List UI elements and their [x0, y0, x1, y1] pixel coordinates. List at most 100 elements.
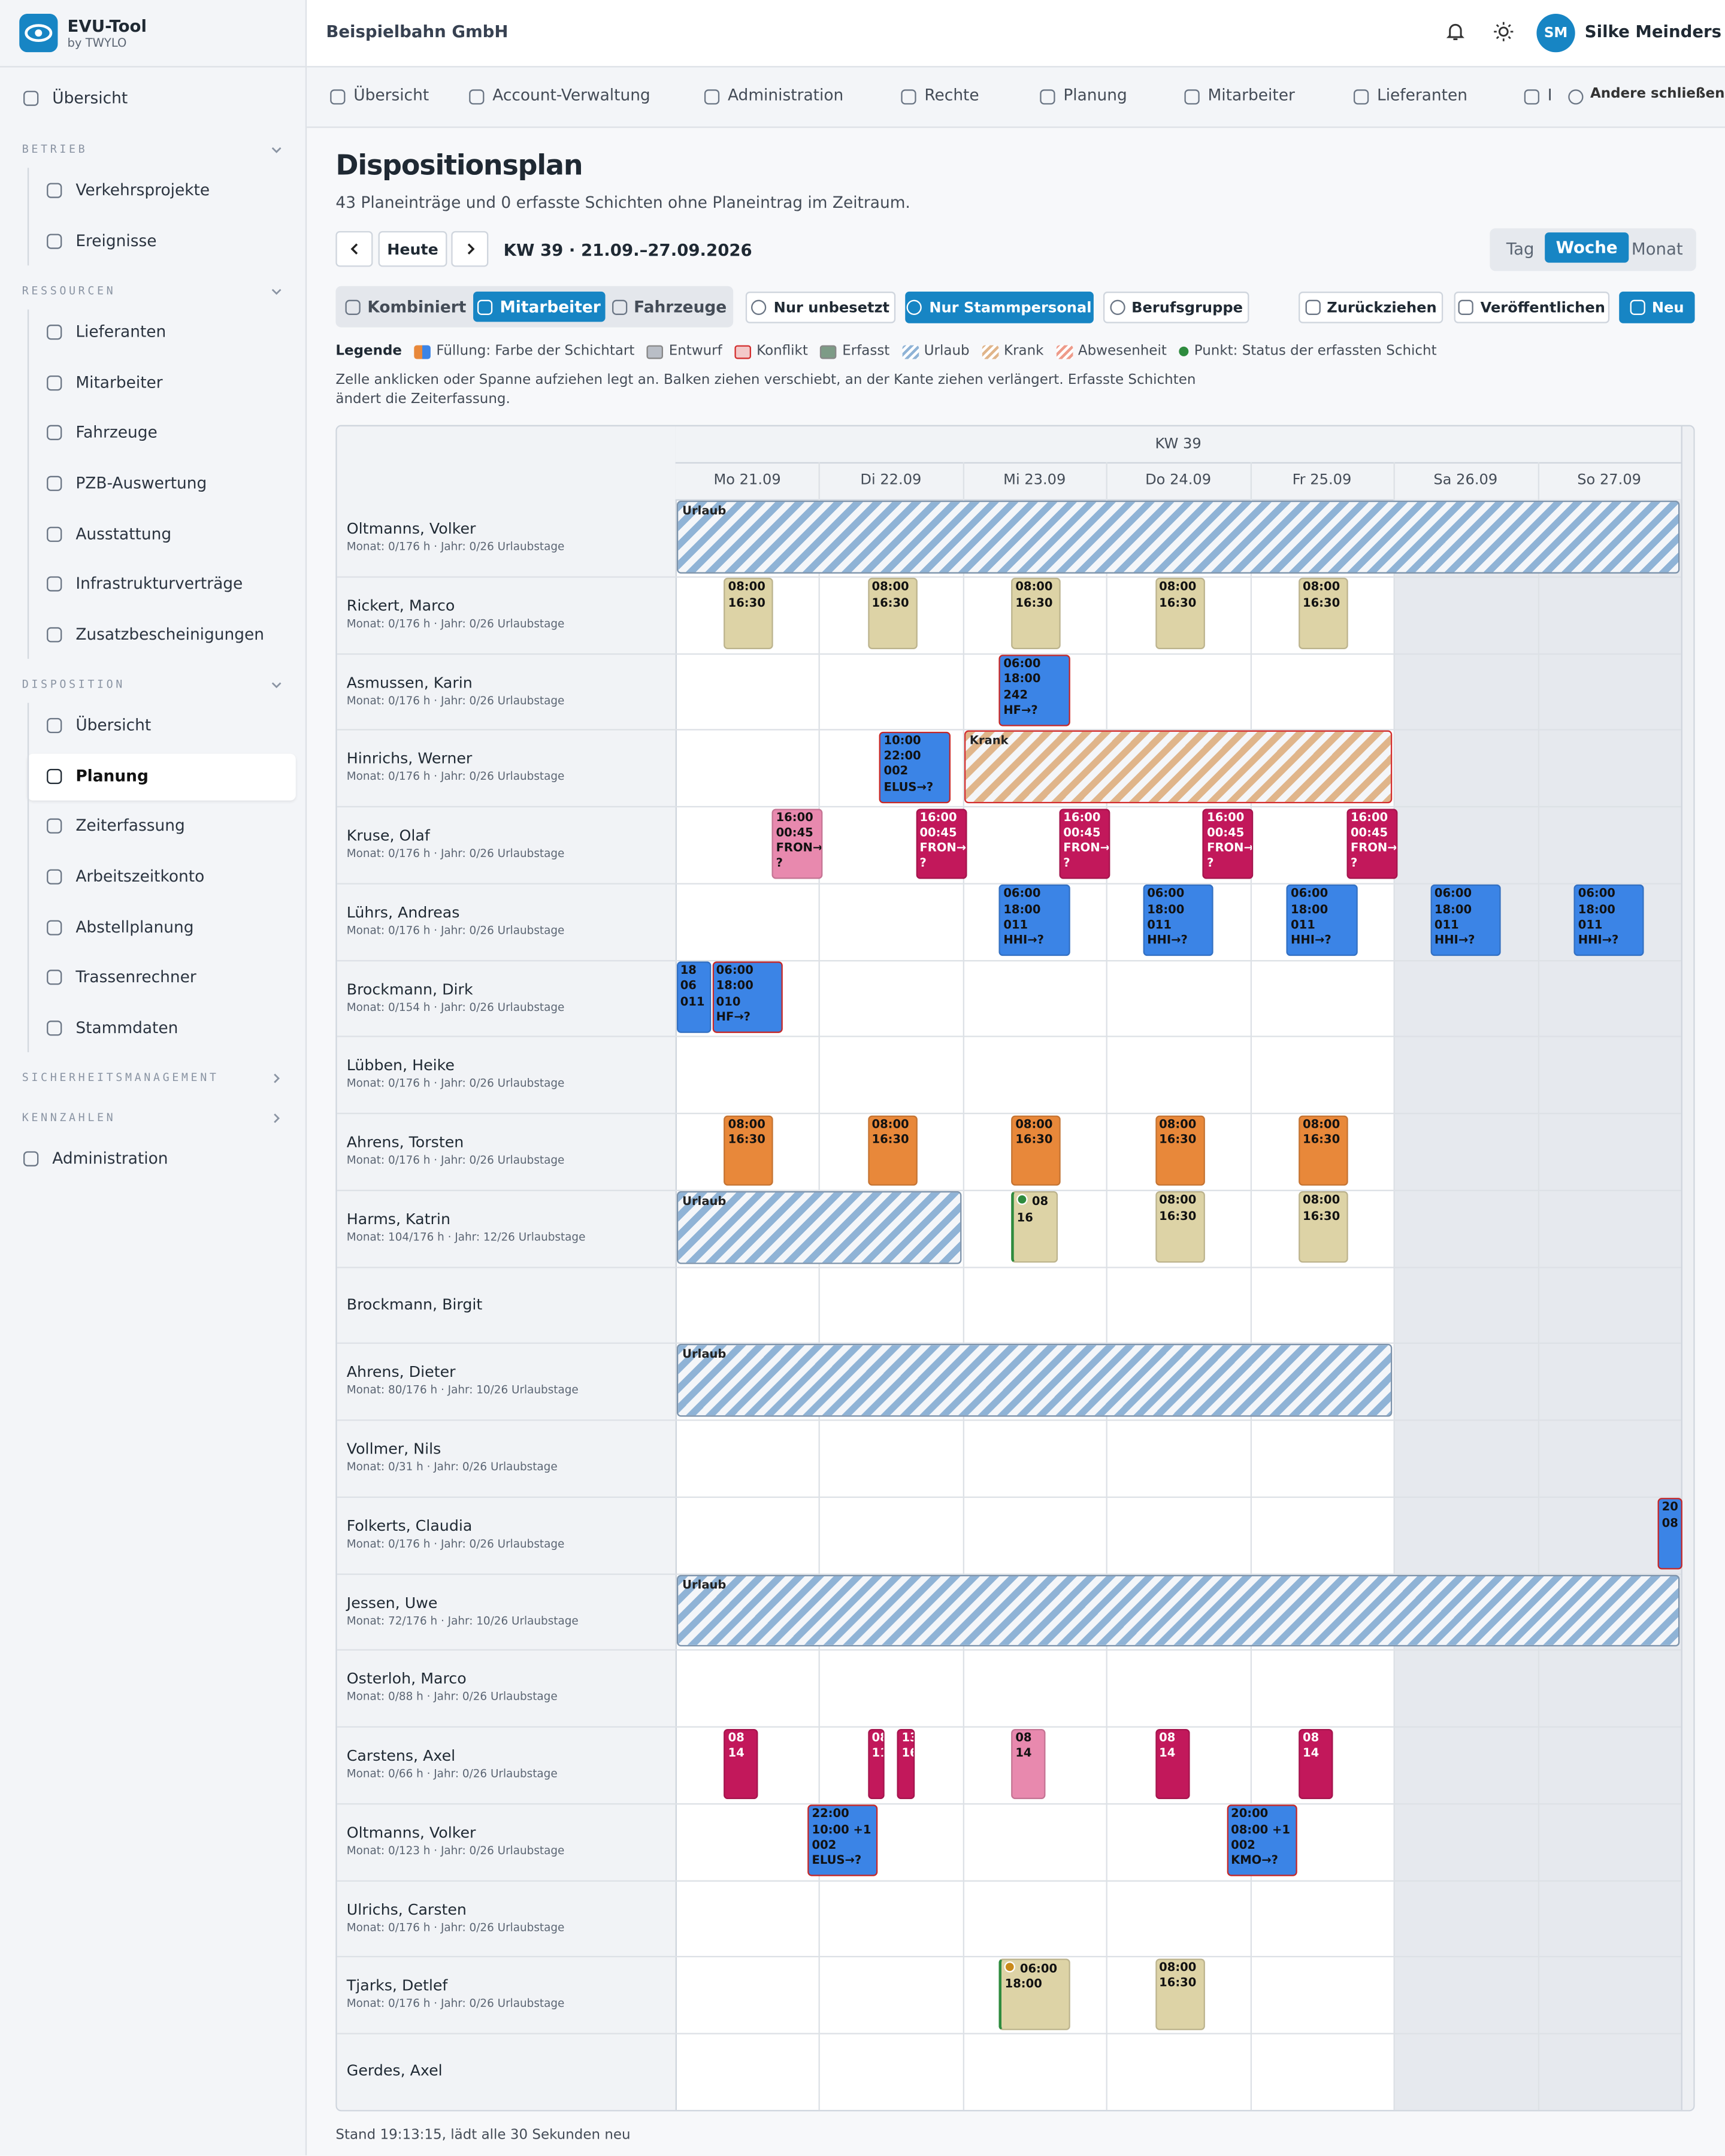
tab[interactable]: Lieferanten: [1376, 85, 1468, 105]
shift-block[interactable]: 06:00 18:00 010 HF→?: [712, 961, 783, 1033]
shift-block[interactable]: 0811: [867, 1728, 885, 1800]
shift-block[interactable]: 20 08: [1657, 1498, 1683, 1570]
employee-name[interactable]: Brockmann, Dirk: [346, 980, 473, 998]
next-button[interactable]: [451, 231, 489, 267]
action-label[interactable]: Veröffentlichen: [1480, 299, 1605, 316]
mode-label[interactable]: Fahrzeuge: [634, 297, 727, 317]
shift-block[interactable]: 16:00 00:45 FRON→?: [771, 808, 823, 880]
shift-block[interactable]: 08:00 16:30: [1155, 1958, 1205, 2030]
shift-block[interactable]: 08:00 16:30: [1299, 1191, 1348, 1263]
employee-name[interactable]: Folkerts, Claudia: [346, 1516, 473, 1535]
absence-span[interactable]: Urlaub: [676, 1344, 1393, 1417]
nav-item[interactable]: Ereignisse: [75, 230, 157, 250]
filter-button[interactable]: Nur unbesetzt: [745, 291, 896, 323]
employee-name[interactable]: Oltmanns, Volker: [346, 1824, 476, 1842]
filter-button[interactable]: Nur Stammpersonal: [905, 291, 1094, 323]
employee-name[interactable]: Lübben, Heike: [346, 1056, 455, 1075]
shift-block[interactable]: 08:00 16:30: [1155, 1191, 1205, 1263]
shift-block[interactable]: 16:00 00:45 FRON→?: [915, 808, 967, 880]
tab[interactable]: Mitarbeiter: [1208, 85, 1295, 105]
shift-block[interactable]: 08:00 16:30: [724, 1115, 774, 1186]
shift-block[interactable]: 08:00 16:30: [1299, 1115, 1348, 1186]
shift-block[interactable]: 06:00 18:00 011 HHI→?: [999, 885, 1070, 956]
shift-block[interactable]: 08 14: [1299, 1728, 1333, 1800]
shift-block[interactable]: 06:00 18:00: [999, 1958, 1070, 2030]
absence-span[interactable]: Krank: [964, 731, 1393, 804]
section-title[interactable]: KENNZAHLEN: [22, 1112, 116, 1125]
filter-label[interactable]: Nur unbesetzt: [773, 299, 890, 316]
section-title[interactable]: DISPOSITION: [22, 678, 125, 691]
absence-span[interactable]: Urlaub: [676, 1191, 962, 1264]
nav-item[interactable]: Mitarbeiter: [75, 372, 163, 392]
tab[interactable]: Übersicht: [353, 85, 429, 105]
action-button[interactable]: Neu: [1619, 291, 1695, 323]
nav-item[interactable]: Arbeitszeitkonto: [75, 866, 205, 886]
close-others[interactable]: Andere schließen: [1590, 86, 1725, 102]
shift-block[interactable]: 10:00 22:00 002 ELUS→?: [879, 731, 951, 803]
employee-name[interactable]: Asmussen, Karin: [346, 673, 473, 692]
theme-icon[interactable]: [1493, 20, 1515, 43]
nav-item[interactable]: Planung: [75, 765, 149, 785]
nav-item[interactable]: Abstellplanung: [75, 916, 194, 937]
nav-item[interactable]: Übersicht: [75, 715, 152, 735]
nav-item[interactable]: Lieferanten: [75, 322, 167, 341]
employee-name[interactable]: Vollmer, Nils: [346, 1440, 441, 1458]
tab[interactable]: Planung: [1063, 85, 1127, 105]
nav-item[interactable]: Trassenrechner: [75, 967, 196, 987]
nav-item[interactable]: Zusatzbescheinigungen: [75, 623, 265, 644]
user-name[interactable]: Silke Meinders: [1584, 22, 1722, 41]
nav-item[interactable]: Stammdaten: [75, 1018, 178, 1037]
tab[interactable]: I: [1547, 85, 1552, 105]
chevron[interactable]: [271, 1073, 282, 1084]
section-title[interactable]: BETRIEB: [22, 143, 88, 156]
shift-block[interactable]: 16:00 00:45 FRON→?: [1346, 808, 1398, 880]
nav-item[interactable]: Administration: [52, 1149, 168, 1168]
nav-item[interactable]: Ausstattung: [75, 523, 172, 543]
nav-item[interactable]: Fahrzeuge: [75, 422, 158, 442]
shift-block[interactable]: 08:00 16:30: [867, 1115, 918, 1186]
employee-name[interactable]: Gerdes, Axel: [346, 2062, 443, 2081]
employee-name[interactable]: Carstens, Axel: [346, 1747, 456, 1766]
filter-button[interactable]: Berufsgruppe: [1103, 291, 1249, 323]
shift-block[interactable]: 08 14: [724, 1728, 759, 1800]
mode-option[interactable]: Fahrzeuge: [611, 292, 728, 322]
shift-block[interactable]: 08:00 16:30: [724, 578, 774, 650]
action-button[interactable]: Zurückziehen: [1299, 291, 1443, 323]
employee-name[interactable]: Rickert, Marco: [346, 596, 455, 615]
shift-block[interactable]: 08:00 16:30: [1155, 1115, 1205, 1186]
employee-name[interactable]: Hinrichs, Werner: [346, 750, 473, 768]
nav-item[interactable]: Übersicht: [52, 87, 128, 108]
section-title[interactable]: SICHERHEITSMANAGEMENT: [22, 1071, 219, 1085]
shift-block[interactable]: 22:00 10:00 +1 002 ELUS→?: [807, 1805, 879, 1877]
shift-block[interactable]: 08:00 16:30: [1011, 578, 1061, 650]
employee-name[interactable]: Brockmann, Birgit: [346, 1295, 483, 1313]
section-title[interactable]: RESSOURCEN: [22, 284, 116, 298]
shift-block[interactable]: 16:00 00:45 FRON→?: [1203, 808, 1254, 880]
action-label[interactable]: Neu: [1651, 299, 1684, 316]
close-icon[interactable]: [1568, 89, 1584, 105]
mode-option[interactable]: Mitarbeiter: [473, 291, 606, 322]
employee-name[interactable]: Ahrens, Dieter: [346, 1363, 456, 1382]
chevron[interactable]: [271, 680, 282, 691]
avatar[interactable]: SM: [1536, 13, 1575, 53]
view-option[interactable]: Tag: [1506, 239, 1535, 259]
shift-block[interactable]: 06:00 18:00 011 HHI→?: [1430, 885, 1501, 956]
employee-name[interactable]: Kruse, Olaf: [346, 826, 430, 845]
bell-icon[interactable]: [1445, 20, 1467, 43]
shift-block[interactable]: 08 14: [1155, 1728, 1190, 1800]
tab[interactable]: Account-Verwaltung: [492, 85, 650, 105]
action-button[interactable]: Veröffentlichen: [1454, 291, 1610, 323]
shift-block[interactable]: 1316: [897, 1728, 915, 1800]
employee-name[interactable]: Jessen, Uwe: [346, 1594, 438, 1612]
mode-label[interactable]: Kombiniert: [367, 297, 467, 317]
employee-name[interactable]: Tjarks, Detlef: [346, 1977, 448, 1995]
today-button[interactable]: Heute: [378, 231, 447, 267]
shift-block[interactable]: 06:00 18:00 011 HHI→?: [1287, 885, 1357, 956]
shift-block[interactable]: 08 16: [1011, 1191, 1058, 1263]
nav-item[interactable]: Zeiterfassung: [75, 816, 185, 835]
shift-block[interactable]: 20:00 08:00 +1 002 KMO→?: [1227, 1805, 1297, 1877]
employee-name[interactable]: Ulrichs, Carsten: [346, 1900, 467, 1919]
tab[interactable]: Rechte: [924, 85, 979, 105]
absence-span[interactable]: Urlaub: [676, 500, 1680, 574]
employee-name[interactable]: Ahrens, Torsten: [346, 1133, 464, 1152]
